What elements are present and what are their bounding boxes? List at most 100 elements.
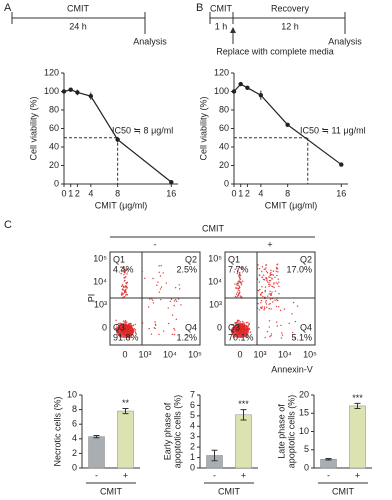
cell-dot <box>280 337 283 339</box>
data-point <box>238 81 243 87</box>
timeline-label: CMIT <box>210 3 232 13</box>
cell-dot <box>272 270 275 272</box>
cell-dot <box>148 327 150 330</box>
cell-dot <box>152 277 154 280</box>
y-tick-label: 100 <box>44 86 59 96</box>
bar <box>320 458 337 469</box>
timeline-label: CMIT <box>67 3 89 13</box>
cell-dot <box>115 323 118 326</box>
x-axis-label: CMIT <box>218 486 240 496</box>
cell-dot <box>269 302 271 305</box>
y-tick-label: 0 <box>72 462 77 472</box>
cell-dot <box>240 284 243 286</box>
cell-dot <box>280 324 282 327</box>
cell-dot <box>236 291 239 293</box>
cell-dot <box>262 274 265 276</box>
y-tick-label: 120 <box>214 67 229 77</box>
timeline-label: 24 h <box>69 21 87 31</box>
significance: *** <box>352 393 363 403</box>
cell-dot <box>248 323 250 326</box>
cell-dot <box>158 291 161 293</box>
cell-dot <box>124 321 127 324</box>
cell-dot <box>278 285 280 288</box>
cell-dot <box>265 299 267 302</box>
quadrant-name: Q1 <box>113 254 125 264</box>
cell-dot <box>158 333 160 336</box>
cell-dot <box>237 289 240 291</box>
x-tick-label: + <box>241 470 246 480</box>
cell-dot <box>271 273 273 276</box>
cell-dot <box>179 288 181 290</box>
condition-label: + <box>267 239 272 249</box>
cell-dot <box>266 279 268 282</box>
cell-dot <box>238 275 240 278</box>
cell-dot <box>171 314 174 316</box>
flow-y-tick: 10³ <box>209 299 222 309</box>
flow-y-tick: 0 <box>217 322 222 332</box>
x-tick-label: 2 <box>75 188 80 198</box>
y-tick-label: 3 <box>190 431 195 441</box>
y-tick-label: 5 <box>304 444 309 454</box>
cell-dot <box>264 286 267 288</box>
cell-dot <box>275 305 278 308</box>
timeline-note: Replace with complete media <box>216 46 334 56</box>
cell-dot <box>276 283 279 285</box>
cell-dot <box>263 306 266 308</box>
timeline-label: Recovery <box>271 3 310 13</box>
error-bar <box>354 402 361 410</box>
cell-dot <box>238 274 240 276</box>
cell-dot <box>263 307 266 310</box>
cell-dot <box>238 321 240 323</box>
cell-dot <box>121 285 123 287</box>
cell-dot <box>126 268 129 270</box>
y-tick-label: 40 <box>219 141 229 151</box>
cell-dot <box>283 308 286 310</box>
cell-dot <box>150 333 153 335</box>
cell-dot <box>239 274 242 277</box>
cell-core <box>116 324 134 338</box>
cell-dot <box>264 268 266 270</box>
y-tick-label: 100 <box>214 86 229 96</box>
quadrant-value: 91.8% <box>113 332 139 342</box>
cell-dot <box>265 276 267 279</box>
condition-label: - <box>154 239 157 249</box>
cell-dot <box>267 295 269 297</box>
cell-dot <box>236 319 239 322</box>
cell-dot <box>124 268 126 271</box>
cell-dot <box>269 335 271 338</box>
cell-dot <box>270 269 272 272</box>
flow-x-tick: 0 <box>237 349 242 359</box>
panel-label: B <box>196 2 203 14</box>
x-tick-label: 1 <box>238 188 243 198</box>
cell-dot <box>247 325 249 328</box>
cell-dot <box>261 291 264 294</box>
cell-dot <box>277 278 279 280</box>
cell-dot <box>274 290 277 292</box>
y-tick-label: 10 <box>299 426 309 436</box>
cell-dot <box>245 336 247 338</box>
cell-dot <box>154 321 156 323</box>
cell-dot <box>276 274 278 277</box>
cell-dot <box>239 295 242 297</box>
y-axis-label: Cell viability (%) <box>198 96 208 160</box>
cell-dot <box>175 318 178 321</box>
flow-x-tick: 10⁴ <box>163 349 177 359</box>
annotation: IC50 ≒ 11 μg/ml <box>300 125 366 135</box>
flow-y-label: PI <box>86 294 96 303</box>
x-tick-label: - <box>327 470 330 480</box>
cell-dot <box>238 290 241 292</box>
cell-dot <box>126 273 128 275</box>
cell-dot <box>261 270 263 273</box>
quadrant-value: 1.2% <box>176 332 197 342</box>
cell-dot <box>160 264 162 267</box>
x-tick-label: + <box>355 470 360 480</box>
cell-dot <box>148 306 150 308</box>
cell-dot <box>235 293 238 295</box>
cell-dot <box>273 282 275 284</box>
cell-dot <box>170 298 173 300</box>
y-tick-label: 15 <box>299 408 309 418</box>
cell-dot <box>126 287 129 289</box>
cell-dot <box>273 286 275 289</box>
cell-dot <box>268 285 270 288</box>
cell-dot <box>129 322 131 325</box>
